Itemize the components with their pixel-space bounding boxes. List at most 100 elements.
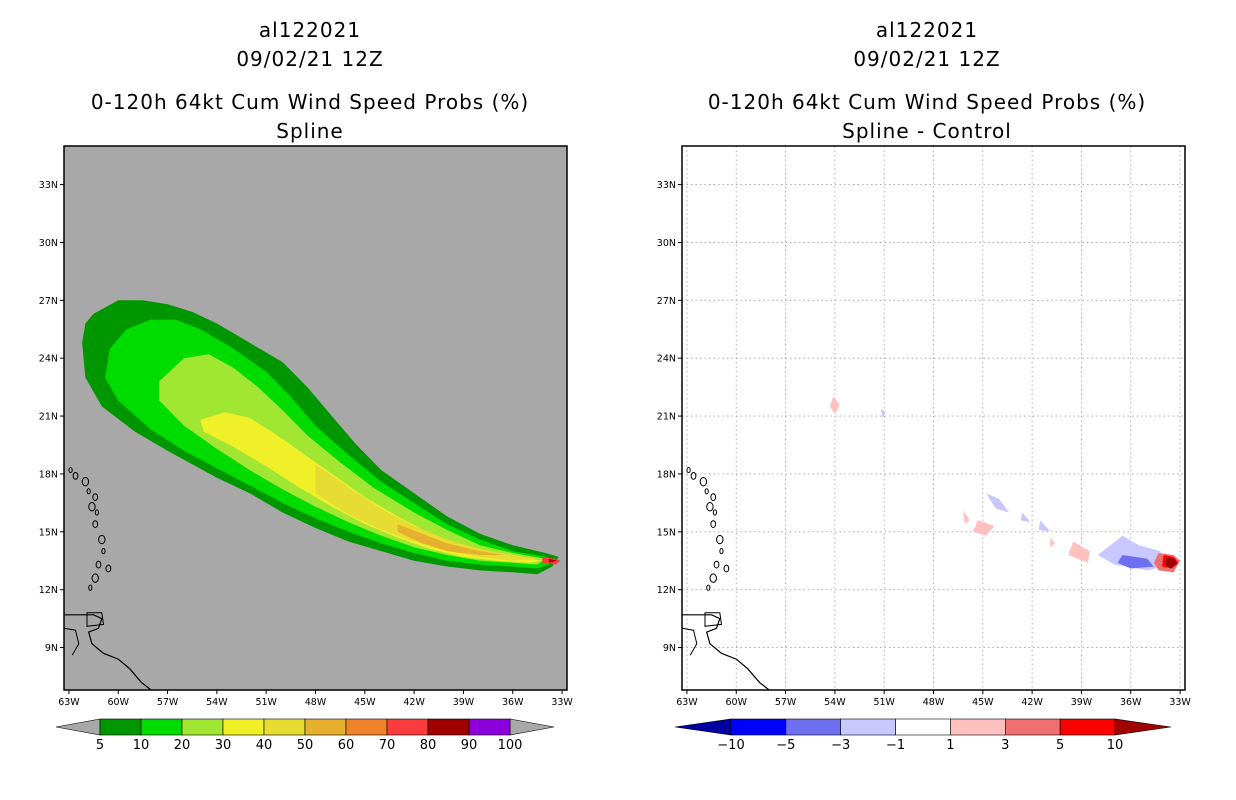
left-subtitle: Spline (276, 119, 344, 143)
difference-region (973, 520, 995, 536)
contour-20-percent (159, 354, 546, 565)
right-title-block: al122021 09/02/21 12Z 0-120h 64kt Cum Wi… (667, 16, 1187, 146)
island-outline (716, 534, 724, 545)
island-outline (712, 509, 717, 516)
island-outline (68, 466, 73, 474)
lon-tick-label: 42W (1021, 697, 1043, 708)
contour-80-percent (548, 558, 558, 563)
orinoco-coastline (63, 627, 80, 656)
difference-region (1038, 520, 1051, 532)
colorbar-box (99, 718, 142, 736)
lon-tick-label: 45W (972, 697, 994, 708)
island-outline (94, 509, 99, 516)
lat-tick-label: 12N (657, 585, 676, 596)
island-outline (709, 573, 717, 583)
island-outline (686, 466, 691, 474)
island-outline (86, 488, 91, 495)
difference-region (1117, 555, 1154, 569)
lon-tick-label: 63W (58, 697, 80, 708)
colorbar-label: 80 (420, 738, 437, 753)
colorbar-label: 10 (1107, 738, 1124, 753)
right-storm-id: al122021 (875, 18, 979, 42)
colorbar-box (840, 718, 896, 736)
lon-tick-label: 45W (354, 697, 376, 708)
left-title-block: al122021 09/02/21 12Z 0-120h 64kt Cum Wi… (50, 16, 570, 146)
colorbar-label: 1 (946, 738, 954, 753)
lat-tick-label: 24N (657, 354, 676, 365)
island-outline (710, 520, 717, 528)
lat-tick-label: 27N (657, 296, 676, 307)
lat-tick-label: 15N (657, 527, 676, 538)
island-outline (88, 584, 93, 591)
lat-tick-label: 15N (39, 527, 58, 538)
left-product-title: 0-120h 64kt Cum Wind Speed Probs (%) (90, 90, 530, 114)
colorbar-label: 30 (215, 738, 232, 753)
difference-region (1050, 537, 1056, 548)
right-coastline (681, 466, 770, 691)
island-outline (98, 534, 106, 545)
colorbar-box (263, 718, 306, 736)
island-outline (723, 564, 730, 573)
island-outline (88, 502, 96, 512)
lat-tick-label: 21N (657, 412, 676, 423)
island-outline (95, 560, 102, 569)
colorbar-box (222, 718, 265, 736)
left-probability-map: 63W 60W 57W 54W 51W 48W 45W 42W 39W 36W 33W 33N 30N 2… (39, 145, 573, 753)
difference-region (986, 493, 1010, 513)
island-outline (699, 476, 708, 487)
right-axis-labels: 63W 60W 57W 54W 51W 48W 45W 42W 39W 36W 33W 33N 30N 2… (657, 180, 1192, 708)
island-outline (105, 564, 112, 573)
colorbar-right-arrow (1114, 718, 1172, 736)
lon-tick-label: 57W (775, 697, 797, 708)
lon-tick-label: 48W (923, 697, 945, 708)
island-outline (690, 471, 697, 480)
lat-tick-label: 9N (663, 643, 676, 654)
colorbar-box (304, 718, 347, 736)
lon-tick-label: 48W (305, 697, 327, 708)
lon-tick-label: 51W (255, 697, 277, 708)
colorbar-box (785, 718, 842, 736)
lon-tick-label: 63W (676, 697, 698, 708)
lat-tick-label: 33N (39, 180, 58, 191)
colorbar-label: 40 (256, 738, 273, 753)
colorbar-label: 100 (498, 738, 523, 753)
trinidad-outline (86, 612, 105, 627)
colorbar-label: −10 (717, 738, 744, 753)
colorbar-label: 50 (297, 738, 314, 753)
right-product-title: 0-120h 64kt Cum Wind Speed Probs (%) (707, 90, 1147, 114)
lat-tick-label: 18N (39, 469, 58, 480)
right-gridlines (682, 146, 1185, 690)
colorbar-label: 3 (1001, 738, 1009, 753)
contour-30-percent (200, 412, 543, 563)
left-datetime: 09/02/21 12Z (236, 47, 384, 71)
difference-region (1068, 541, 1090, 563)
colorbar-label: 10 (133, 738, 150, 753)
island-outline (92, 520, 99, 528)
lat-tick-label: 21N (39, 412, 58, 423)
left-storm-id: al122021 (258, 18, 362, 42)
colorbar-box (345, 718, 388, 736)
colorbar-box (1059, 718, 1116, 736)
orinoco-coastline (681, 627, 698, 656)
lon-tick-label: 60W (726, 697, 748, 708)
lat-tick-label: 30N (657, 238, 676, 249)
lat-tick-label: 27N (39, 296, 58, 307)
island-outline (92, 493, 99, 501)
colorbar-box (895, 718, 951, 736)
colorbar-left-arrow (674, 718, 732, 736)
lon-tick-label: 42W (403, 697, 425, 708)
colorbar-label: 5 (1056, 738, 1064, 753)
colorbar-label: 60 (338, 738, 355, 753)
lon-tick-label: 33W (1169, 697, 1191, 708)
trinidad-outline (704, 612, 723, 627)
left-colorbar: 5 10 20 30 40 50 60 70 80 90 100 (55, 718, 555, 753)
colorbar-box (730, 718, 787, 736)
island-outline (713, 560, 720, 569)
island-outline (706, 502, 714, 512)
colorbar-box (950, 718, 1006, 736)
lon-tick-label: 57W (157, 697, 179, 708)
island-outline (706, 584, 711, 591)
south-america-coastline (64, 614, 152, 691)
colorbar-box (468, 718, 511, 736)
lon-tick-label: 33W (551, 697, 573, 708)
